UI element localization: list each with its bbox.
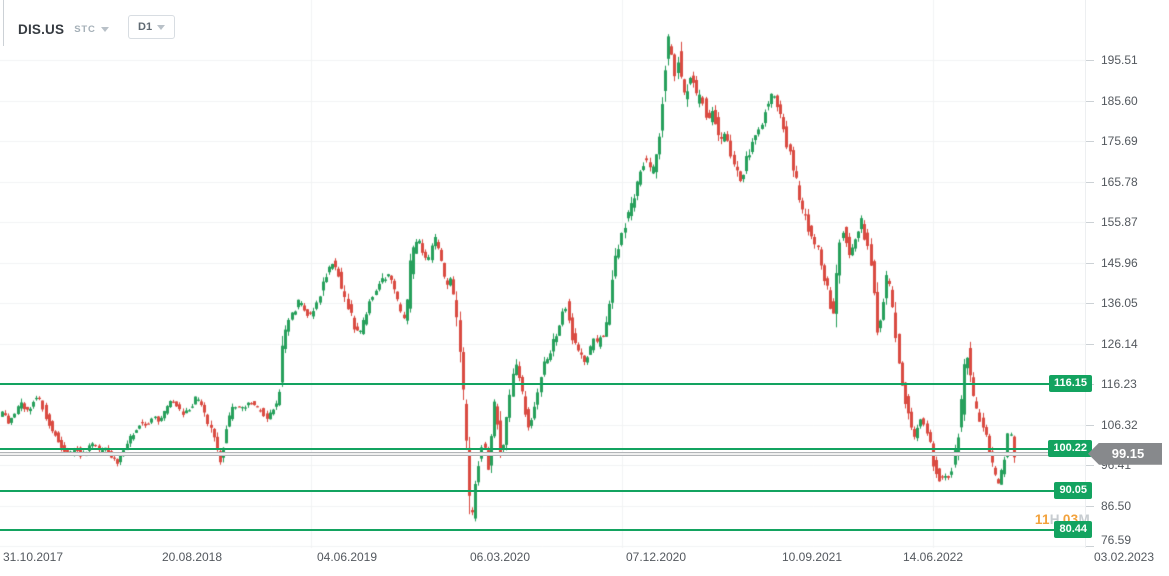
y-axis-label: 145.96: [1101, 255, 1138, 270]
y-axis-tick: [1086, 263, 1094, 264]
timeframe-selector[interactable]: D1: [128, 15, 176, 39]
price-level-badge[interactable]: 90.05: [1054, 481, 1092, 499]
countdown-minutes-unit: M: [1078, 512, 1090, 527]
x-axis-label: 07.12.2020: [625, 550, 687, 564]
y-axis-tick: [1086, 182, 1094, 183]
y-axis-label: 76.59: [1101, 533, 1132, 547]
exchange-label[interactable]: STC: [74, 23, 96, 35]
price-level-line[interactable]: [0, 448, 1092, 451]
y-axis-tick: [1086, 101, 1094, 102]
candlestick-chart[interactable]: [0, 0, 1085, 552]
price-level-badge[interactable]: 80.44: [1054, 521, 1092, 539]
y-axis-label: 185.60: [1101, 93, 1138, 108]
chevron-down-icon[interactable]: [100, 26, 109, 32]
y-axis-tick: [1086, 344, 1094, 345]
y-axis-tick: [1086, 506, 1094, 507]
symbol-label[interactable]: DIS.US: [18, 21, 65, 37]
y-axis-label: 86.50: [1101, 498, 1132, 513]
y-axis-tick: [1086, 425, 1094, 426]
left-edge-line: [3, 0, 4, 46]
price-axis-line: [1085, 0, 1086, 548]
x-axis-label: 10.09.2021: [781, 550, 843, 564]
price-level-badge[interactable]: 100.22: [1048, 440, 1092, 458]
y-axis-label: 136.05: [1101, 296, 1138, 310]
countdown-hours-unit: H: [1049, 512, 1060, 527]
y-axis-tick: [1086, 465, 1094, 466]
y-axis-label: 175.69: [1101, 134, 1138, 148]
y-axis-tick: [1086, 222, 1094, 223]
x-axis-label: 06.03.2020: [469, 550, 531, 564]
price-level-line[interactable]: [0, 489, 1092, 492]
y-axis-label: 126.14: [1101, 336, 1138, 351]
price-level-badge[interactable]: 116.15: [1048, 375, 1092, 393]
y-axis-label: 155.87: [1101, 215, 1138, 229]
price-level-line[interactable]: [0, 383, 1092, 386]
y-axis-tick: [1086, 60, 1094, 61]
countdown-hours: 11: [1034, 512, 1050, 527]
y-axis-tick: [1086, 303, 1094, 304]
y-axis-tick: [1086, 546, 1094, 547]
y-axis-label: 116.23: [1101, 377, 1137, 391]
x-axis-label: 20.08.2018: [161, 550, 223, 564]
x-axis-label: 03.02.2023: [1093, 550, 1155, 564]
x-axis-label: 31.10.2017: [2, 550, 64, 564]
x-axis-label: 04.06.2019: [316, 550, 378, 564]
y-axis-label: 165.78: [1101, 174, 1138, 189]
timeframe-label: D1: [138, 21, 153, 33]
y-axis-label: 106.32: [1101, 417, 1138, 432]
price-level-line[interactable]: [0, 529, 1092, 532]
current-price-tag: 99.15: [1088, 442, 1162, 465]
y-axis-label: 195.51: [1101, 53, 1138, 67]
x-axis-label: 14.06.2022: [902, 550, 964, 564]
y-axis-tick: [1086, 141, 1094, 142]
chevron-down-icon: [157, 24, 166, 30]
current-price-line: [0, 451, 1092, 456]
